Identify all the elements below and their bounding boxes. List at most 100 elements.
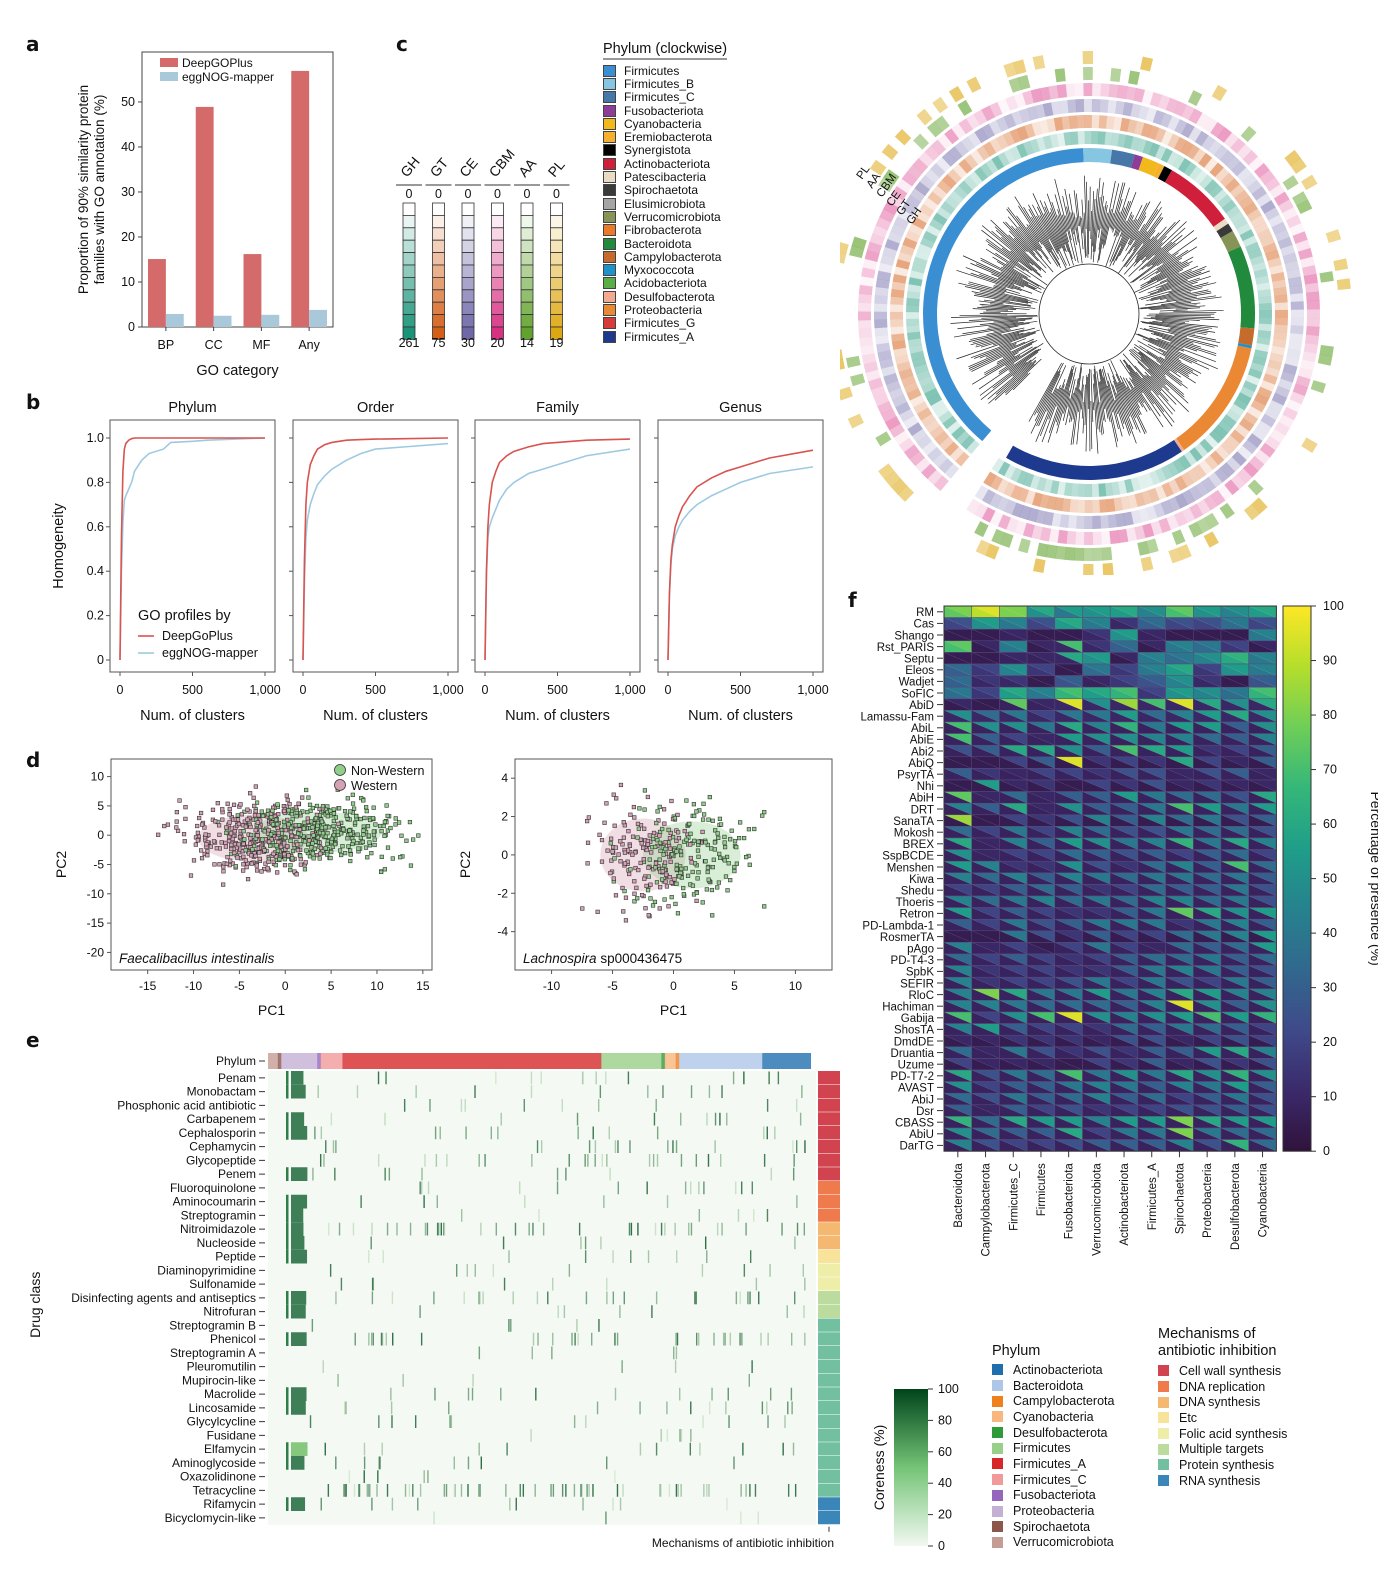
tree-branch	[990, 219, 1047, 274]
tree-branch	[998, 343, 1044, 373]
cazy-ring-segment-CE	[898, 408, 915, 423]
cell-lower-triangle	[1054, 687, 1083, 699]
scatter-point	[647, 857, 652, 862]
cazy-ring-segment-CE	[926, 446, 943, 462]
cazy-ring-segment-CBM	[879, 208, 895, 223]
heatmap-cell	[509, 1497, 511, 1511]
cazy-ring-segment-CBM	[1297, 248, 1313, 261]
scatter-point	[732, 868, 737, 874]
scatter-point	[382, 819, 387, 824]
cell-upper-triangle	[1137, 930, 1166, 943]
cazy-ring-segment-CBM	[912, 157, 929, 174]
scatter-point	[622, 888, 627, 894]
cell-lower-triangle	[1054, 1023, 1083, 1036]
cell-lower-triangle	[1137, 1093, 1166, 1105]
x-tick-label: 10	[370, 979, 384, 993]
cazy-ring-segment-GH	[1188, 165, 1203, 181]
cazy-ring-segment-CE	[878, 262, 893, 274]
tree-branch	[1155, 257, 1183, 274]
scatter-point	[282, 852, 287, 857]
scatter-point	[595, 909, 600, 914]
cazy-ring-segment-CE	[1280, 244, 1296, 257]
cell-lower-triangle	[1193, 652, 1221, 664]
cell-upper-triangle	[971, 826, 1000, 838]
heatmap-cell	[690, 1085, 693, 1098]
cell-lower-triangle	[944, 1128, 972, 1140]
heatmap-cell	[787, 1484, 790, 1497]
scatter-point	[202, 825, 207, 830]
cazy-ring-segment-AA	[1073, 547, 1085, 561]
heatmap-cell	[519, 1484, 522, 1497]
scatter-point	[266, 859, 271, 864]
cazy-ring-segment-GT	[1105, 115, 1115, 130]
cazy-ring-segment-GT	[1198, 153, 1213, 169]
cell-upper-triangle	[1054, 884, 1083, 896]
cazy-ring-segment-CE	[1213, 145, 1229, 161]
scatter-point	[290, 848, 296, 854]
species-title: Faecalibacillus intestinalis	[119, 951, 275, 966]
heatmap-cell	[690, 1181, 692, 1195]
legend-swatch	[603, 330, 616, 343]
cazy-ring-segment-CBM	[1083, 531, 1094, 545]
cell-lower-triangle	[1082, 907, 1111, 920]
species-epithet: sp000436475	[597, 951, 683, 966]
phylum-column-label: Firmicutes	[1036, 1163, 1048, 1216]
scatter-point	[224, 825, 229, 830]
heatmap-cell	[390, 1387, 392, 1401]
cazy-ring-segment-PL	[916, 108, 933, 126]
cazy-ring-segment-GH	[908, 344, 924, 354]
col-label-group: Firmicutes_C	[1008, 1163, 1020, 1231]
heatmap-cell	[286, 1249, 289, 1264]
cazy-ring-segment-GT	[1186, 144, 1200, 160]
scatter-point	[382, 867, 387, 872]
heatmap-cell	[403, 1099, 406, 1112]
cell-lower-triangle	[1027, 1000, 1055, 1012]
cazy-ring-segment-GT	[1174, 475, 1188, 491]
cazy-ring-segment-GT	[1120, 117, 1131, 132]
y-tick-label: 2	[501, 810, 508, 824]
mechanism-cell-Cell wall synthesis	[818, 1084, 840, 1098]
scatter-point	[282, 819, 287, 824]
cell-upper-triangle	[1082, 988, 1111, 1001]
tree-branch	[1134, 223, 1145, 241]
tree-branch	[974, 293, 1029, 304]
scatter-point	[717, 851, 722, 856]
col-label-group: Actinobacteriota	[1119, 1163, 1131, 1246]
tree-branch	[1119, 375, 1141, 416]
cell-upper-triangle	[1110, 722, 1138, 734]
tree-branch	[1014, 196, 1051, 253]
mechanism-cell-Protein synthesis	[818, 1332, 840, 1346]
cazy-ring-segment-AA	[1082, 67, 1093, 81]
cell-upper-triangle	[1054, 698, 1083, 711]
cell-lower-triangle	[1137, 1070, 1166, 1082]
cazy-ring-segment-CBM	[865, 369, 881, 382]
x-tick-label: 15	[416, 979, 430, 993]
cazy-ring-segment-CE	[901, 201, 917, 216]
bar-DeepGOPlus-CC	[195, 106, 214, 328]
heatmap-cell	[354, 1332, 356, 1346]
scatter-point	[333, 842, 338, 847]
cell-lower-triangle	[1110, 1023, 1138, 1036]
legend-label: Acidobacteriota	[624, 276, 707, 291]
tree-branch	[1150, 375, 1163, 389]
tree-branch	[979, 319, 1026, 325]
cazy-ring-segment-CBM	[867, 377, 884, 390]
cell-upper-triangle	[1082, 884, 1111, 896]
scatter-point	[224, 830, 229, 835]
cell-upper-triangle	[1248, 930, 1277, 943]
phylum-ring-Bacteroidota	[1227, 246, 1255, 329]
cell-lower-triangle	[1193, 756, 1221, 769]
scatter-point	[621, 909, 626, 914]
scatter-point	[653, 844, 658, 850]
cell-lower-triangle	[1027, 965, 1055, 978]
scatter-point	[681, 892, 686, 897]
cell-lower-triangle	[1054, 977, 1083, 989]
heatmap-cell	[532, 1332, 535, 1346]
legend-label: Firmicutes	[624, 63, 680, 78]
phylum-legend-title: Phylum (clockwise)	[603, 41, 728, 60]
cell-lower-triangle	[1193, 977, 1221, 989]
heatmap-cell	[804, 1140, 806, 1153]
cazy-class-label: AA	[515, 155, 540, 180]
defense-system-label: SEFIR	[900, 978, 934, 990]
scatter-point	[743, 855, 749, 860]
